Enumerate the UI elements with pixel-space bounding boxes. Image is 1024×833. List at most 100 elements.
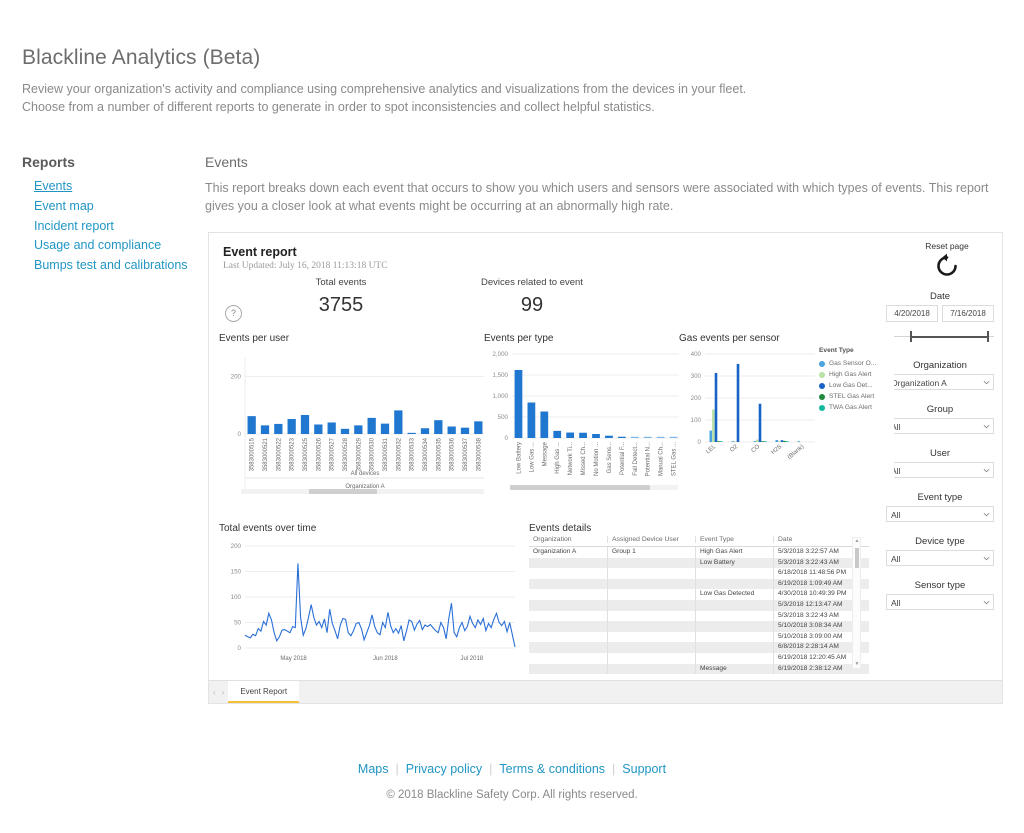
sidebar-list: Events Event map Incident report Usage a… bbox=[22, 177, 197, 276]
footer-link-support[interactable]: Support bbox=[622, 762, 667, 776]
tab-next-icon[interactable]: › bbox=[221, 687, 225, 697]
date-range-slider[interactable] bbox=[886, 328, 994, 346]
svg-text:100: 100 bbox=[231, 594, 242, 601]
table-row[interactable]: 5/10/2018 3:09:00 AM bbox=[529, 631, 869, 643]
table-cell bbox=[529, 558, 607, 569]
main-intro: Events This report breaks down each even… bbox=[205, 154, 1005, 215]
chart-events-per-type-svg: 0 500 1,000 1,500 2,000 Low Battery Low Gas ..… bbox=[493, 351, 680, 476]
table-cell bbox=[695, 642, 773, 653]
legend-item[interactable]: Gas Sensor O... bbox=[819, 358, 891, 369]
footer-link-privacy-policy[interactable]: Privacy policy bbox=[405, 762, 483, 776]
table-cell bbox=[695, 631, 773, 643]
sensor-type-select[interactable]: All bbox=[886, 594, 994, 610]
legend-item[interactable]: TWA Gas Alert bbox=[819, 402, 891, 413]
table-row[interactable]: 6/18/2018 11:48:56 PM bbox=[529, 568, 869, 579]
table-row[interactable]: 5/3/2018 3:22:43 AM bbox=[529, 610, 869, 622]
table-cell bbox=[607, 663, 695, 675]
tab-prev-icon[interactable]: ‹ bbox=[213, 687, 216, 697]
table-cell: 6/19/2018 2:38:12 AM bbox=[773, 663, 859, 675]
table-cell bbox=[607, 557, 695, 569]
sidebar-item-event-map[interactable]: Event map bbox=[34, 197, 197, 217]
svg-text:Low Battery: Low Battery bbox=[516, 442, 522, 474]
chart-scroll-thumb[interactable] bbox=[309, 489, 377, 494]
device-type-select[interactable]: All bbox=[886, 550, 994, 566]
table-cell bbox=[529, 579, 607, 590]
chevron-down-icon bbox=[983, 424, 990, 429]
table-row[interactable]: Organization A Group 1 High Gas Alert 5/3/2… bbox=[529, 547, 869, 558]
chevron-down-icon bbox=[983, 556, 990, 561]
help-icon[interactable]: ? bbox=[225, 305, 242, 322]
svg-text:1,000: 1,000 bbox=[493, 393, 509, 400]
table-cell: Group 1 bbox=[607, 547, 695, 558]
table-row[interactable]: 6/19/2018 12:20:45 AM bbox=[529, 652, 869, 664]
footer-link-terms-conditions[interactable]: Terms & conditions bbox=[499, 762, 606, 776]
table-row[interactable]: Low Battery 5/3/2018 3:22:43 AM bbox=[529, 557, 869, 569]
page-subtitle-line2: Choose from a number of different report… bbox=[22, 100, 655, 114]
table-header-cell: Event Type bbox=[695, 536, 773, 543]
event-type-select[interactable]: All bbox=[886, 506, 994, 522]
table-row[interactable]: 6/8/2018 2:28:14 AM bbox=[529, 642, 869, 653]
slider-handle-right[interactable] bbox=[987, 331, 989, 342]
organization-select-value: Organization A bbox=[891, 378, 947, 388]
chart-events-per-user: Events per user 0 200 3583000515 3583000521… bbox=[219, 333, 487, 494]
table-cell: 5/10/2018 3:09:00 AM bbox=[773, 631, 859, 643]
group-select[interactable]: All bbox=[886, 418, 994, 434]
table-cell: Message bbox=[695, 663, 773, 675]
scroll-up-arrow-icon[interactable]: ▲ bbox=[854, 538, 860, 544]
scroll-down-arrow-icon[interactable]: ▼ bbox=[854, 661, 860, 667]
organization-select[interactable]: Organization A bbox=[886, 374, 994, 390]
table-cell bbox=[607, 589, 695, 600]
organization-filter: Organization Organization A bbox=[886, 360, 994, 390]
chevron-down-icon bbox=[983, 600, 990, 605]
chart-events-per-user-svg: 0 200 3583000515 3583000521 3583000522 358300… bbox=[231, 358, 485, 490]
tab-event-report[interactable]: Event Report bbox=[228, 681, 300, 703]
legend-color-swatch bbox=[819, 393, 825, 400]
footer-link-maps[interactable]: Maps bbox=[357, 762, 389, 776]
sidebar-item-label: Bumps test and calibrations bbox=[34, 258, 188, 273]
table-row[interactable]: 5/3/2018 12:13:47 AM bbox=[529, 599, 869, 611]
slider-handle-left[interactable] bbox=[910, 331, 912, 342]
sidebar-item-events[interactable]: Events bbox=[34, 177, 197, 197]
legend-item[interactable]: Low Gas Det... bbox=[819, 380, 891, 391]
group-filter: Group All bbox=[886, 404, 994, 434]
svg-text:100: 100 bbox=[691, 417, 702, 424]
table-header-cell: Assigned Device User bbox=[607, 536, 695, 543]
svg-text:300: 300 bbox=[691, 373, 702, 380]
chart-scroll-thumb[interactable] bbox=[510, 485, 650, 490]
chart-gas-events-per-sensor: Gas events per sensor 0 100 200 300 400 LEL O2… bbox=[679, 333, 894, 503]
date-to-input[interactable]: 7/16/2018 bbox=[942, 305, 994, 322]
legend-label: TWA Gas Alert bbox=[829, 404, 872, 411]
svg-text:3583000529: 3583000529 bbox=[356, 437, 362, 471]
date-filter-label: Date bbox=[929, 291, 951, 302]
table-row[interactable]: 6/19/2018 1:09:49 AM bbox=[529, 578, 869, 590]
group-filter-label: Group bbox=[926, 404, 954, 415]
device-type-filter: Device type All bbox=[886, 536, 994, 566]
svg-text:(Blank): (Blank) bbox=[787, 444, 805, 461]
table-row[interactable]: 5/10/2018 3:08:34 AM bbox=[529, 621, 869, 632]
chart-title: Gas events per sensor bbox=[679, 333, 780, 344]
table-cell: 5/10/2018 3:08:34 AM bbox=[773, 621, 859, 632]
legend-item[interactable]: STEL Gas Alert bbox=[819, 391, 891, 402]
user-select[interactable]: All bbox=[886, 462, 994, 478]
svg-text:0: 0 bbox=[238, 431, 242, 438]
table-scrollbar[interactable]: ▲ ▼ bbox=[852, 537, 861, 669]
tab-nav-arrows[interactable]: ‹ › bbox=[209, 681, 228, 703]
kpi-label: Devices related to event bbox=[481, 277, 583, 288]
legend-item[interactable]: High Gas Alert bbox=[819, 369, 891, 380]
sidebar-item-incident-report[interactable]: Incident report bbox=[34, 217, 197, 237]
sidebar-item-bumps-test-and-calibrations[interactable]: Bumps test and calibrations bbox=[34, 256, 197, 276]
sensor-type-filter-label: Sensor type bbox=[914, 580, 966, 591]
chevron-down-icon bbox=[983, 380, 990, 385]
table-scroll-thumb[interactable] bbox=[854, 548, 859, 568]
table-cell bbox=[529, 589, 607, 600]
reset-page-button[interactable]: Reset page bbox=[912, 241, 982, 279]
svg-text:3583000525: 3583000525 bbox=[303, 437, 309, 471]
events-details-panel: Events details Organization Assigned Dev… bbox=[529, 523, 869, 675]
svg-text:500: 500 bbox=[498, 414, 509, 421]
date-from-input[interactable]: 4/20/2018 bbox=[886, 305, 938, 322]
table-row[interactable]: Message 6/19/2018 2:38:12 AM bbox=[529, 663, 869, 675]
sensor-type-filter: Sensor type All bbox=[886, 580, 994, 610]
sidebar-item-usage-and-compliance[interactable]: Usage and compliance bbox=[34, 236, 197, 256]
table-row[interactable]: Low Gas Detected 4/30/2018 10:49:39 PM bbox=[529, 589, 869, 600]
table-cell bbox=[607, 652, 695, 664]
